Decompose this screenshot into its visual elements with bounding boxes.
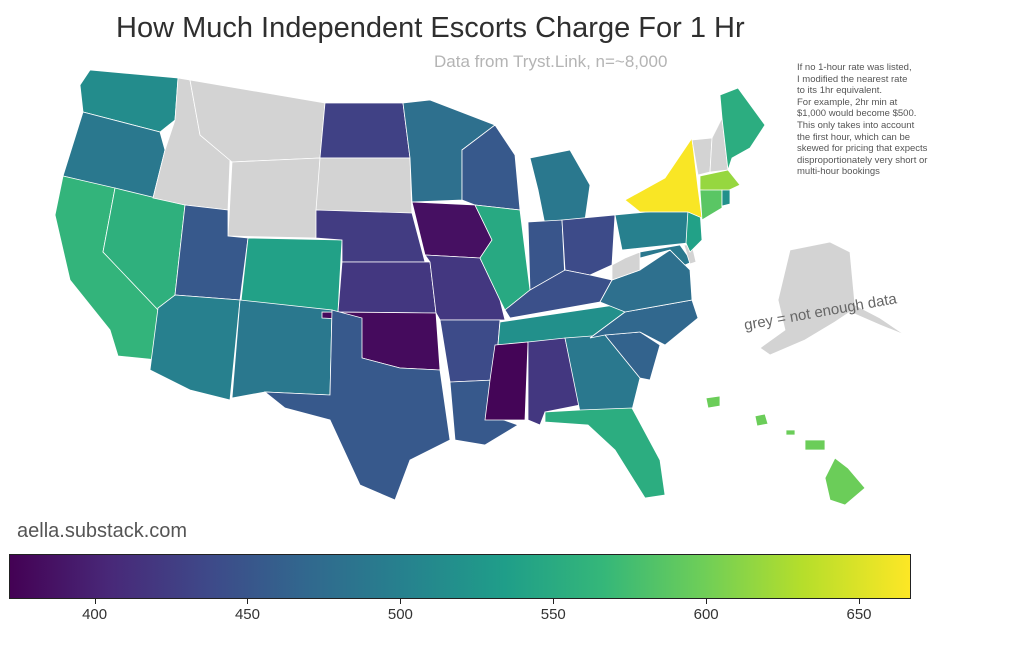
methodology-note: If no 1-hour rate was listed, I modified … xyxy=(797,62,972,178)
colorbar-tick-label: 650 xyxy=(846,606,872,623)
state-illinois[interactable] xyxy=(474,204,531,311)
note-line: to its 1hr equivalent. xyxy=(797,85,883,97)
note-line: skewed for pricing that expects xyxy=(797,143,928,155)
state-mississippi[interactable] xyxy=(484,341,529,421)
colorbar-tick-mark xyxy=(94,599,96,604)
state-alaska[interactable] xyxy=(759,241,906,356)
state-texas[interactable] xyxy=(263,309,451,501)
state-wyoming[interactable] xyxy=(227,157,321,239)
state-south-dakota[interactable] xyxy=(315,157,413,219)
state-new-york[interactable] xyxy=(624,136,703,219)
colorbar-tick-label: 500 xyxy=(387,606,413,623)
state-massachusetts[interactable] xyxy=(699,169,741,193)
state-colorado[interactable] xyxy=(239,237,343,313)
colorbar-tick-label: 600 xyxy=(693,606,719,623)
colorbar-tick-mark xyxy=(400,599,402,604)
state-hawaii[interactable] xyxy=(705,395,866,506)
colorbar-tick-label: 550 xyxy=(540,606,566,623)
state-north-dakota[interactable] xyxy=(319,102,411,159)
map-subtitle: Data from Tryst.Link, n=~8,000 xyxy=(434,52,668,71)
state-virginia[interactable] xyxy=(599,249,693,313)
note-line: the first hour, which can be xyxy=(797,131,911,143)
state-maryland[interactable] xyxy=(639,244,693,266)
state-west-virginia[interactable] xyxy=(611,251,641,281)
note-line: $1,000 would become $500. xyxy=(797,108,917,120)
state-kentucky[interactable] xyxy=(504,269,613,319)
note-line: disproportionately very short or xyxy=(797,154,928,166)
note-line: If no 1-hour rate was listed, xyxy=(797,62,912,73)
state-arizona[interactable] xyxy=(149,294,241,401)
colorbar-tick-label: 450 xyxy=(234,606,260,623)
state-connecticut[interactable] xyxy=(699,189,723,221)
colorbar-tick-mark xyxy=(706,599,708,604)
colorbar xyxy=(9,554,911,599)
note-line: multi-hour bookings xyxy=(797,166,880,178)
site-url: aella.substack.com xyxy=(17,520,188,542)
colorbar-tick-mark xyxy=(553,599,555,604)
state-michigan[interactable] xyxy=(529,149,591,226)
state-ohio[interactable] xyxy=(561,214,616,276)
note-line: For example, 2hr min at xyxy=(797,96,898,108)
state-new-mexico[interactable] xyxy=(231,299,333,399)
state-florida[interactable] xyxy=(544,407,666,499)
note-line: This only takes into account xyxy=(797,119,915,131)
state-pennsylvania[interactable] xyxy=(614,207,689,251)
state-maine[interactable] xyxy=(719,87,766,171)
state-rhode-island[interactable] xyxy=(721,189,731,207)
note-line: I modified the nearest rate xyxy=(797,73,908,85)
state-kansas[interactable] xyxy=(337,261,437,314)
colorbar-tick-mark xyxy=(859,599,861,604)
colorbar-tick-label: 400 xyxy=(82,606,108,623)
map-title: How Much Independent Escorts Charge For … xyxy=(116,12,745,44)
colorbar-tick-mark xyxy=(247,599,249,604)
